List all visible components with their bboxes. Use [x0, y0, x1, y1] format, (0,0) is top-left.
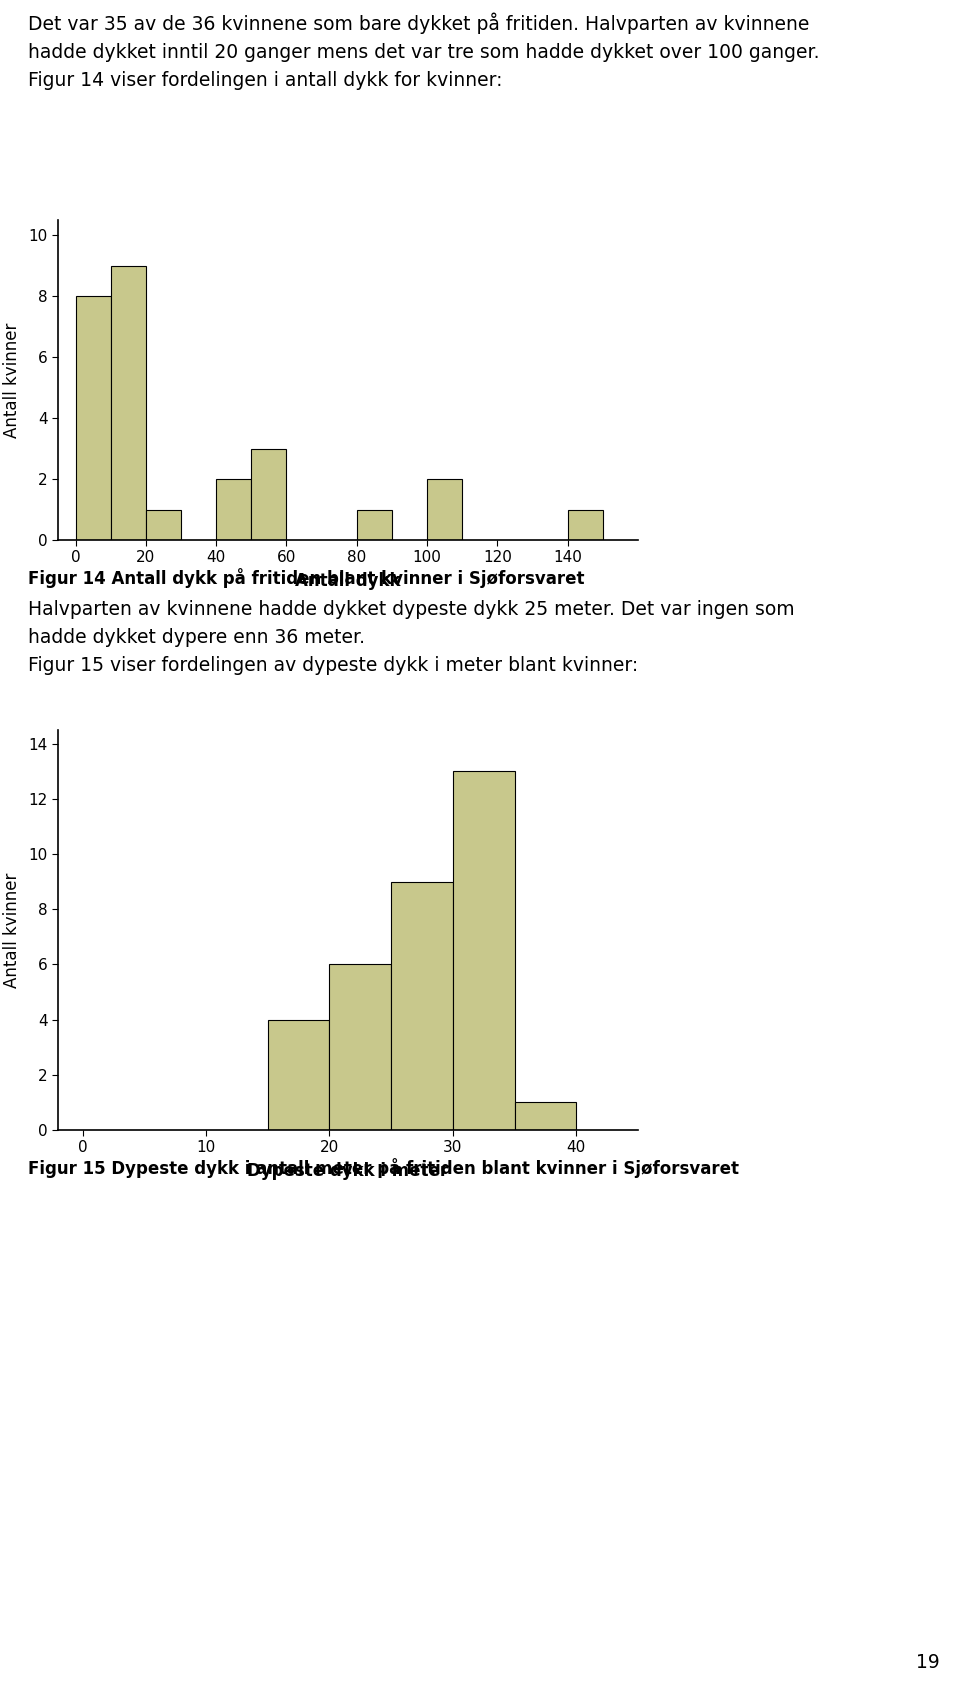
Bar [453, 772, 515, 1130]
Text: Halvparten av kvinnene hadde dykket dypeste dykk 25 meter. Det var ingen som
had: Halvparten av kvinnene hadde dykket dype… [28, 600, 795, 674]
Bar [76, 297, 110, 540]
Bar [216, 479, 252, 540]
Bar [391, 882, 453, 1130]
Y-axis label: Antall kvinner: Antall kvinner [4, 322, 21, 438]
X-axis label: Antall dykk: Antall dykk [296, 572, 400, 590]
Bar [515, 1103, 576, 1130]
Bar [268, 1020, 329, 1130]
Text: Figur 15 Dypeste dykk i antall meter på fritiden blant kvinner i Sjøforsvaret: Figur 15 Dypeste dykk i antall meter på … [28, 1158, 739, 1179]
Text: 19: 19 [916, 1652, 940, 1673]
Bar [427, 479, 463, 540]
Bar [146, 509, 181, 540]
Bar [567, 509, 603, 540]
Bar [329, 964, 391, 1130]
Bar [110, 266, 146, 540]
Bar [357, 509, 392, 540]
Y-axis label: Antall kvinner: Antall kvinner [4, 872, 21, 988]
Bar [252, 448, 286, 540]
X-axis label: Dypeste dykk i meter: Dypeste dykk i meter [248, 1162, 448, 1180]
Text: Figur 14 Antall dykk på fritiden blant kvinner i Sjøforsvaret: Figur 14 Antall dykk på fritiden blant k… [28, 568, 585, 588]
Text: Det var 35 av de 36 kvinnene som bare dykket på fritiden. Halvparten av kvinnene: Det var 35 av de 36 kvinnene som bare dy… [28, 12, 820, 89]
